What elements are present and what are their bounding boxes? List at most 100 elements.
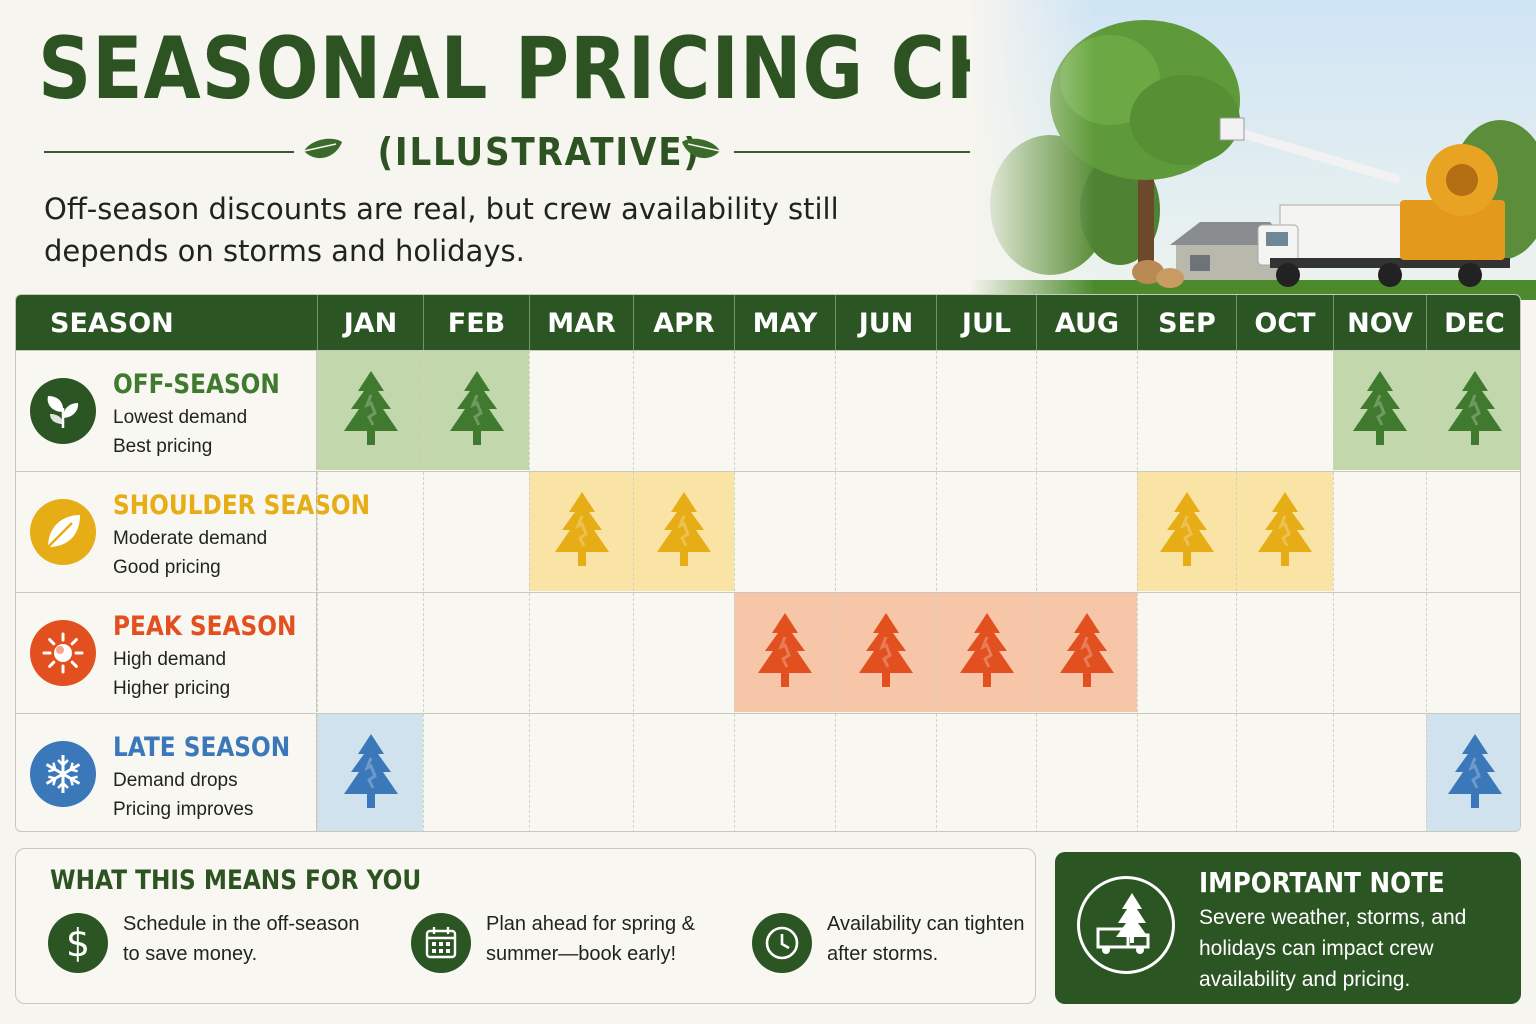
season-label-cell: LATE SEASON Demand drops Pricing improves xyxy=(16,714,317,831)
season-month-marker xyxy=(1426,351,1520,470)
month-header-mar: MAR xyxy=(529,295,633,350)
svg-text:$: $ xyxy=(66,921,90,965)
month-cell xyxy=(1236,351,1333,470)
season-description: High demand xyxy=(113,649,227,670)
season-month-marker xyxy=(529,472,633,591)
season-description: Good pricing xyxy=(113,557,221,578)
season-month-marker xyxy=(317,714,423,831)
month-cell xyxy=(936,714,1036,831)
what-this-means-panel: WHAT THIS MEANS FOR YOU $ Schedule in th… xyxy=(15,848,1036,1004)
month-cell xyxy=(1036,351,1137,470)
month-cell xyxy=(423,472,529,591)
month-cell xyxy=(529,593,633,712)
season-month-marker xyxy=(633,472,734,591)
season-month-marker xyxy=(423,351,529,470)
subtitle-row: (ILLUSTRATIVE) xyxy=(44,130,974,174)
leaf-right-icon xyxy=(682,138,721,159)
month-cell xyxy=(1426,593,1520,712)
season-label-cell: PEAK SEASON High demand Higher pricing xyxy=(16,593,317,712)
season-month-marker xyxy=(317,351,423,470)
sun-icon xyxy=(30,620,96,686)
tree-truck-icon xyxy=(1077,876,1175,974)
season-description: Higher pricing xyxy=(113,678,231,699)
month-cell xyxy=(1036,472,1137,591)
season-month-marker xyxy=(734,593,835,712)
column-header-season: SEASON xyxy=(50,308,174,339)
season-description: Demand drops xyxy=(113,770,238,791)
intro-text: Off-season discounts are real, but crew … xyxy=(44,192,839,268)
tree-icon xyxy=(343,733,398,808)
leaf-icon xyxy=(30,499,96,565)
tip-line: to save money. xyxy=(123,943,258,965)
season-month-marker xyxy=(1036,593,1137,712)
tip-text: Plan ahead for spring & summer—book earl… xyxy=(486,909,746,969)
month-cell xyxy=(1137,593,1236,712)
month-cell xyxy=(1036,714,1137,831)
tip-text: Availability can tighten after storms. xyxy=(827,909,1087,969)
tree-icon xyxy=(1060,612,1114,687)
tree-icon xyxy=(449,370,504,445)
season-month-marker xyxy=(1333,351,1426,470)
month-cell xyxy=(423,714,529,831)
season-name: OFF-SEASON xyxy=(113,369,280,400)
month-header-sep: SEP xyxy=(1137,295,1236,350)
tree-icon xyxy=(959,612,1014,687)
month-cell xyxy=(1236,714,1333,831)
tree-icon xyxy=(758,612,812,687)
divider-left xyxy=(44,151,294,153)
month-header-nov: NOV xyxy=(1333,295,1426,350)
dollar-icon: $ xyxy=(48,913,108,973)
page-subtitle: (ILLUSTRATIVE) xyxy=(377,130,701,174)
month-cell xyxy=(1137,351,1236,470)
month-cell xyxy=(1333,714,1426,831)
month-cell xyxy=(633,714,734,831)
divider-right xyxy=(734,151,974,153)
month-cell xyxy=(734,714,835,831)
season-description: Lowest demand xyxy=(113,407,248,428)
season-row-peak-season: PEAK SEASON High demand Higher pricing xyxy=(16,592,1520,712)
tip-line: Schedule in the off-season xyxy=(123,913,360,935)
tree-icon xyxy=(1160,491,1214,566)
tree-icon xyxy=(343,370,398,445)
season-row-late-season: LATE SEASON Demand drops Pricing improves xyxy=(16,713,1520,831)
month-cell xyxy=(633,593,734,712)
month-cell xyxy=(1333,593,1426,712)
tip-text: Schedule in the off-season to save money… xyxy=(123,909,383,969)
tree-icon xyxy=(1258,491,1312,566)
month-cell xyxy=(835,472,936,591)
tip-line: summer—book early! xyxy=(486,943,677,965)
tip-line: Availability can tighten xyxy=(827,913,1025,935)
month-cell xyxy=(1236,593,1333,712)
tree-icon xyxy=(554,491,609,566)
month-cell xyxy=(734,351,835,470)
clock-icon xyxy=(752,913,812,973)
month-header-jul: JUL xyxy=(936,295,1036,350)
season-label-cell: OFF-SEASON Lowest demand Best pricing xyxy=(16,351,317,470)
tip-line: after storms. xyxy=(827,943,939,965)
bucket-truck-photo xyxy=(970,0,1536,300)
pricing-table: SEASON JAN FEB MAR APR MAY JUN JUL AUG SEP OCT NOV… xyxy=(15,294,1521,832)
month-header-aug: AUG xyxy=(1036,295,1137,350)
month-cell xyxy=(1137,714,1236,831)
tree-icon xyxy=(859,612,913,687)
tree-icon xyxy=(657,491,711,566)
tip-line: Plan ahead for spring & xyxy=(486,913,696,935)
month-cell xyxy=(734,472,835,591)
note-body: Severe weather, storms, and holidays can… xyxy=(1199,906,1467,991)
season-month-marker xyxy=(1426,714,1520,831)
month-cell xyxy=(835,351,936,470)
season-month-marker xyxy=(1137,472,1236,591)
month-header-oct: OCT xyxy=(1236,295,1333,350)
month-cell xyxy=(936,351,1036,470)
month-cell xyxy=(529,351,633,470)
tree-icon xyxy=(1447,733,1502,808)
month-header-apr: APR xyxy=(633,295,734,350)
season-label-cell: SHOULDER SEASON Moderate demand Good prici… xyxy=(16,472,370,591)
table-header: SEASON JAN FEB MAR APR MAY JUN JUL AUG SEP OCT NOV… xyxy=(16,295,1520,350)
month-cell xyxy=(317,472,423,591)
season-row-shoulder-season: SHOULDER SEASON Moderate demand Good prici… xyxy=(16,471,1520,591)
month-cell xyxy=(936,472,1036,591)
month-cell xyxy=(317,593,423,712)
month-cell xyxy=(633,351,734,470)
month-header-dec: DEC xyxy=(1426,295,1520,350)
